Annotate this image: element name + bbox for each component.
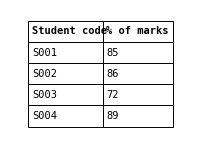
Bar	[103, 42, 174, 63]
Text: % of marks: % of marks	[107, 26, 169, 36]
Bar	[103, 63, 174, 84]
Text: 85: 85	[107, 48, 119, 58]
Bar	[28, 42, 103, 63]
Text: Student code: Student code	[32, 26, 107, 36]
Bar	[28, 105, 103, 127]
Text: S001: S001	[32, 48, 57, 58]
Text: S003: S003	[32, 90, 57, 100]
Bar	[103, 105, 174, 127]
Bar	[28, 21, 103, 42]
Text: S002: S002	[32, 69, 57, 79]
Bar	[103, 21, 174, 42]
Bar	[28, 63, 103, 84]
Text: 72: 72	[107, 90, 119, 100]
Bar	[103, 84, 174, 105]
Text: 86: 86	[107, 69, 119, 79]
Text: S004: S004	[32, 111, 57, 121]
Bar	[28, 84, 103, 105]
Text: 89: 89	[107, 111, 119, 121]
